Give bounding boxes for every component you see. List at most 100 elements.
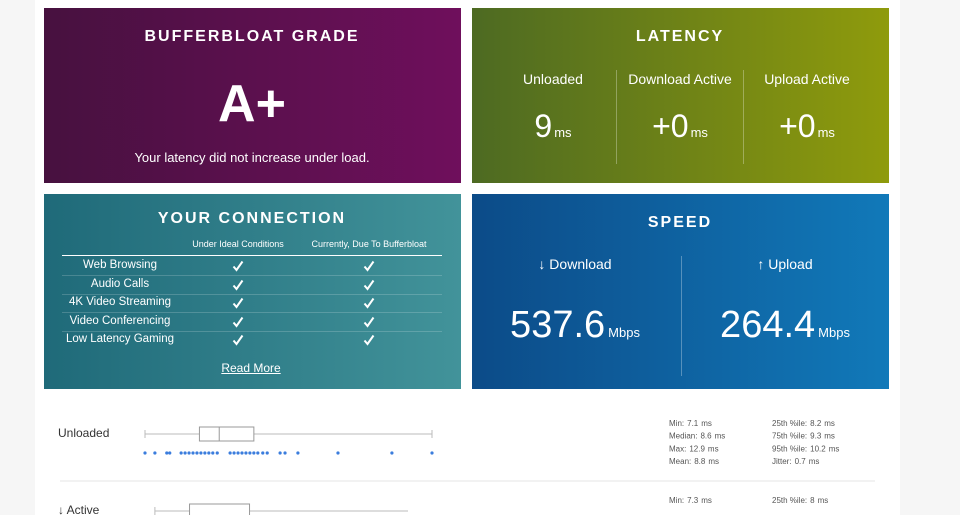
- value: 9: [534, 108, 553, 144]
- stat-value: 9.3: [810, 432, 822, 441]
- unit: ms: [554, 125, 572, 140]
- stat: Min: 7.1 ms: [669, 419, 712, 428]
- value: 264.4: [720, 304, 816, 346]
- unit: ms: [817, 125, 835, 140]
- stat-label: Max:: [669, 445, 686, 454]
- check-icon: [232, 316, 244, 328]
- stat-label: Jitter:: [772, 457, 792, 466]
- check-icon: [232, 335, 244, 347]
- stat-label: Median:: [669, 432, 697, 441]
- grade: A+: [218, 75, 286, 133]
- divider: [616, 70, 617, 164]
- read-more-link[interactable]: Read More: [221, 361, 281, 375]
- sample-dot: [430, 451, 434, 455]
- stat: Max: 12.9 ms: [669, 445, 719, 454]
- row-label: Unloaded: [58, 426, 109, 440]
- speed-card: SPEED ↓ Download 537.6 Mbps ↑ Upload 264.4 Mb…: [472, 194, 889, 389]
- stat-unit: ms: [818, 496, 829, 505]
- sample-dot: [187, 451, 191, 455]
- sample-dot: [244, 451, 248, 455]
- row-label: 4K Video Streaming: [68, 296, 172, 309]
- unit: Mbps: [818, 325, 850, 340]
- sample-dot: [183, 451, 187, 455]
- stat-value: 10.2: [810, 445, 826, 454]
- row-label: Audio Calls: [90, 277, 150, 290]
- sample-dot: [215, 451, 219, 455]
- row-rule: [62, 312, 442, 314]
- stat-value: 12.9: [689, 445, 705, 454]
- stat-value: 7.1: [687, 419, 699, 428]
- stat-label: 95th %ile:: [772, 445, 807, 454]
- header-rule: [62, 255, 442, 256]
- speed-label: ↑ Upload: [757, 256, 813, 272]
- stat-value: 8: [810, 496, 815, 505]
- row-label: Web Browsing: [83, 259, 157, 271]
- stat-label: Min:: [669, 496, 684, 505]
- row-label: Low Latency Gaming: [65, 333, 175, 346]
- stat: Mean: 8.8 ms: [669, 457, 719, 466]
- card-title: BUFFERBLOAT GRADE: [144, 28, 360, 45]
- stat-label: 25th %ile:: [772, 496, 807, 505]
- latency-label: Upload Active: [764, 71, 850, 87]
- sample-dot: [195, 451, 199, 455]
- box: [198, 426, 255, 442]
- card-title: LATENCY: [635, 28, 725, 45]
- speed-value: 264.4 Mbps: [720, 304, 850, 347]
- row-label: ↓ Active: [58, 503, 100, 515]
- stat: Min: 7.3 ms: [669, 496, 712, 505]
- check-icon: [363, 335, 375, 347]
- sample-dot: [390, 451, 394, 455]
- sample-dot: [143, 451, 147, 455]
- speed-label: ↓ Download: [538, 256, 612, 272]
- stat-label: Mean:: [669, 457, 691, 466]
- check-icon: [232, 279, 244, 291]
- card-title: SPEED: [647, 214, 713, 231]
- sample-dot: [211, 451, 215, 455]
- speed-value: 537.6 Mbps: [510, 304, 640, 347]
- grade-note: Your latency did not increase under load…: [134, 150, 370, 165]
- stat-unit: ms: [824, 419, 835, 428]
- row-rule: [62, 293, 442, 295]
- latency-value: 9 ms: [534, 108, 571, 145]
- box: [189, 503, 251, 515]
- row-rule: [62, 275, 442, 276]
- latency-value: +0 ms: [652, 108, 708, 145]
- latency-label: Download Active: [628, 71, 732, 87]
- sample-dot: [153, 451, 157, 455]
- card-title: YOUR CONNECTION: [157, 210, 347, 227]
- stat-unit: ms: [715, 432, 726, 441]
- stat-unit: ms: [701, 419, 712, 428]
- check-icon: [363, 260, 375, 272]
- sample-dot: [191, 451, 195, 455]
- sample-dot: [252, 451, 256, 455]
- check-icon: [363, 298, 375, 309]
- stat: Jitter: 0.7 ms: [772, 457, 819, 466]
- stat-unit: ms: [824, 432, 835, 441]
- stat-label: 75th %ile:: [772, 432, 807, 441]
- sample-dot: [232, 451, 236, 455]
- unit: ms: [690, 125, 708, 140]
- row-rule: [62, 330, 442, 332]
- latency-card: LATENCY Unloaded 9 ms Download Active +0 ms Up…: [472, 8, 889, 183]
- unit: Mbps: [608, 325, 640, 340]
- stat-value: 8.2: [810, 419, 822, 428]
- check-icon: [363, 279, 375, 291]
- sample-dot: [240, 451, 244, 455]
- stat-label: 25th %ile:: [772, 419, 807, 428]
- sample-dot: [168, 451, 172, 455]
- row-label: Video Conferencing: [69, 314, 171, 327]
- value: 537.6: [510, 304, 606, 346]
- stat: 95th %ile: 10.2 ms: [772, 445, 839, 454]
- sample-dot: [261, 451, 265, 455]
- stat-value: 8.6: [700, 432, 712, 441]
- sample-dot: [278, 451, 282, 455]
- value: +0: [652, 108, 689, 144]
- connection-card: YOUR CONNECTION Read More Under Ideal Co…: [44, 194, 461, 389]
- check-icon: [363, 316, 375, 328]
- stat-value: 0.7: [795, 457, 807, 466]
- stat: 25th %ile: 8 ms: [772, 496, 828, 505]
- value: +0: [779, 108, 816, 144]
- column-header: Under Ideal Conditions: [192, 239, 284, 249]
